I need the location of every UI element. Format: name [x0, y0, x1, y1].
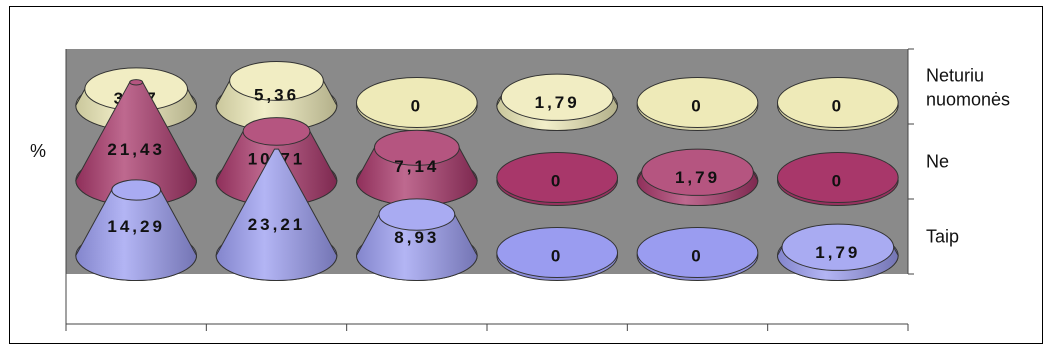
series-label: Neturiu nuomonės — [926, 66, 1010, 110]
cone-mark — [636, 148, 759, 206]
x-tick-label: 200–1000 — [98, 342, 174, 345]
chart-back-wall — [66, 49, 908, 274]
data-label: 0 — [551, 247, 563, 266]
cone-mark — [75, 179, 198, 281]
cone-mark — [355, 198, 478, 281]
x-tick-label: 5001 ir daugiau — [779, 342, 896, 345]
data-label: 0 — [691, 247, 703, 266]
cone-mark — [355, 129, 478, 206]
x-tick-label: 1001–2000 — [234, 342, 319, 345]
x-tick-label: 2001–3000 — [374, 342, 459, 345]
data-label: 8,93 — [394, 228, 439, 247]
data-label: 1,79 — [535, 93, 580, 112]
cone-mark — [355, 77, 478, 131]
cone-mark — [636, 77, 759, 131]
data-label: 1,79 — [675, 168, 720, 187]
series-label: Taip — [926, 227, 959, 247]
data-label: 0 — [832, 97, 844, 116]
unit-label: % — [30, 141, 46, 161]
cone-mark — [496, 152, 619, 206]
data-label: 21,43 — [107, 140, 165, 159]
data-label: 5,36 — [254, 85, 299, 104]
data-label: 14,29 — [107, 217, 165, 236]
data-label: 7,14 — [394, 157, 439, 176]
cone-mark — [215, 148, 338, 281]
data-label: 0 — [832, 172, 844, 191]
cone-mark — [496, 73, 619, 131]
data-label: 0 — [411, 97, 423, 116]
cone-mark — [496, 227, 619, 281]
data-label: 0 — [691, 97, 703, 116]
cone-mark — [75, 67, 198, 131]
data-label: 0 — [551, 172, 563, 191]
cone-mark — [776, 77, 899, 131]
cone-mark — [776, 223, 899, 281]
data-label: 1,79 — [815, 243, 860, 262]
cone-mark — [776, 152, 899, 206]
data-label: 23,21 — [248, 215, 306, 234]
series-label: Ne — [926, 152, 949, 172]
cone-mark — [636, 227, 759, 281]
x-tick-label: 4001–5000 — [655, 342, 740, 345]
cone-mark — [215, 61, 338, 131]
